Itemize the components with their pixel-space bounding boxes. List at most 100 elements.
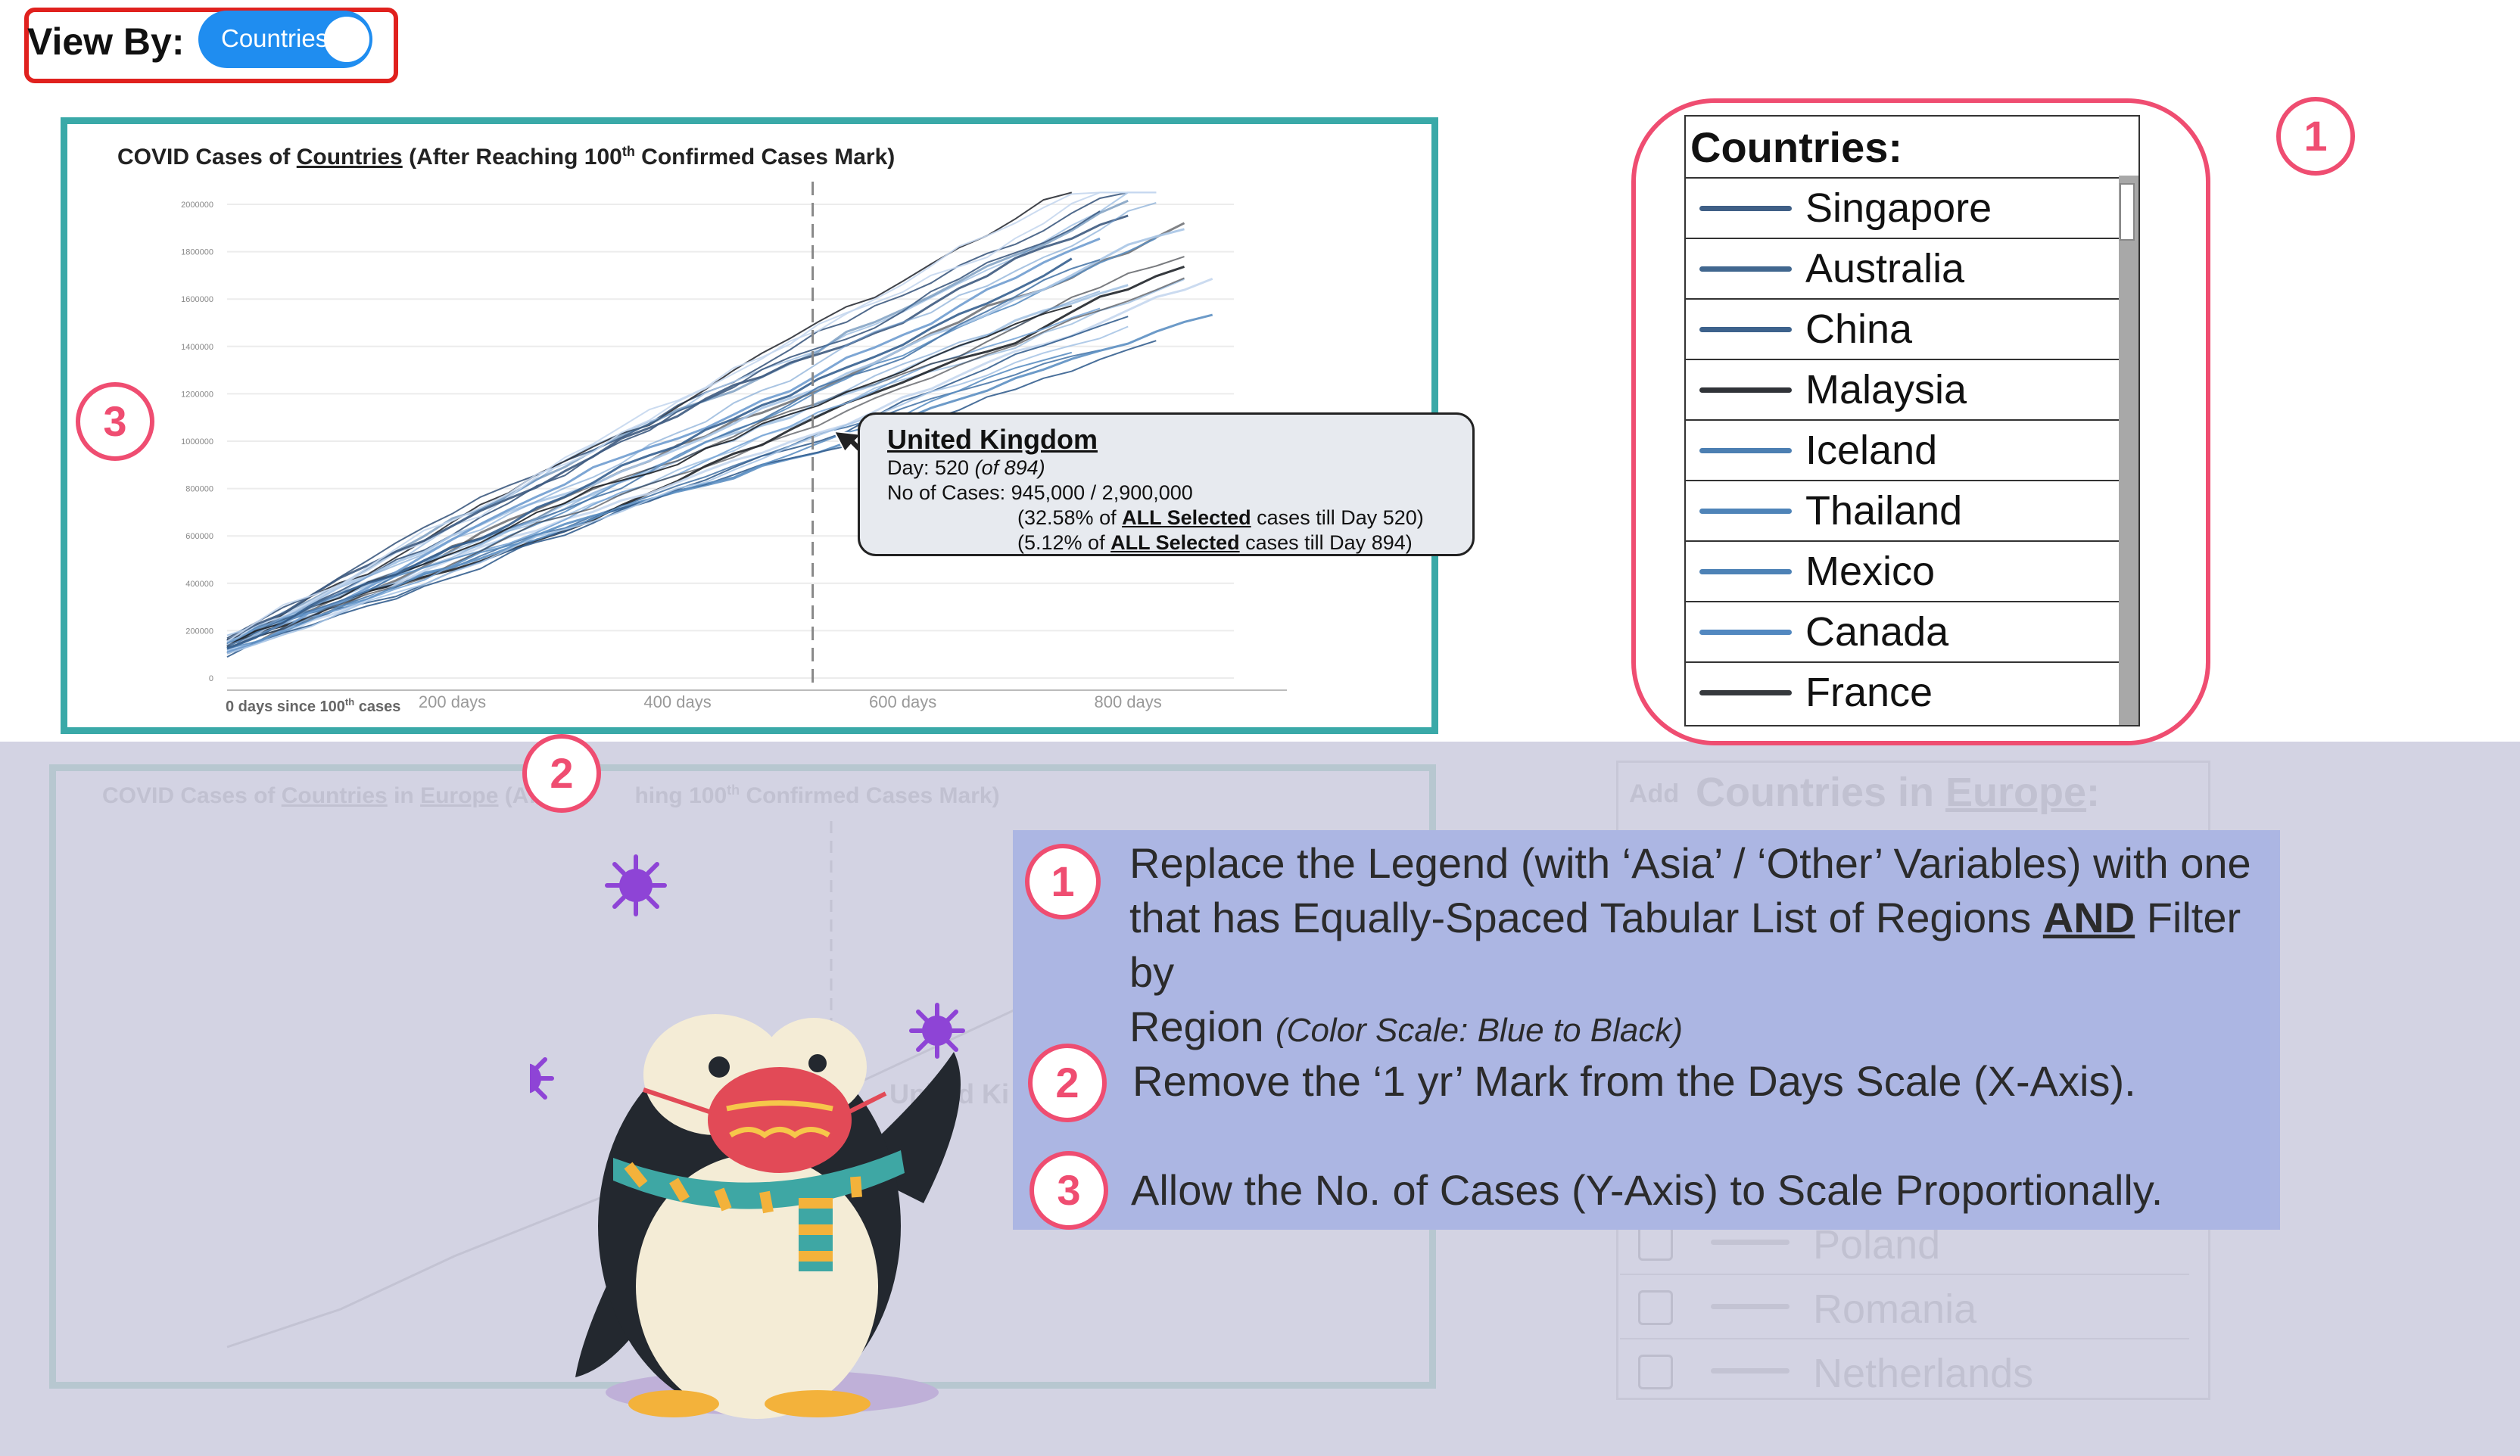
country-series-line — [226, 278, 1213, 652]
legend-swatch — [1699, 327, 1792, 332]
x-tick-label: 600 days — [869, 692, 936, 711]
note-2-badge: 2 — [1028, 1044, 1107, 1122]
legend-swatch — [1699, 690, 1792, 695]
legend-item[interactable]: Australia — [1686, 238, 2120, 298]
marker-3: 3 — [76, 382, 154, 461]
virus-icon — [605, 854, 667, 916]
tooltip-pct-total: (5.12% of ALL Selected cases till Day 89… — [1017, 531, 1413, 554]
y-tick-label: 200000 — [185, 627, 213, 636]
x-tick-label: 400 days — [643, 692, 711, 711]
country-series-line — [226, 191, 1129, 639]
note-3-text: Allow the No. of Cases (Y-Axis) to Scale… — [1131, 1166, 2163, 1214]
legend-swatch — [1699, 266, 1792, 272]
legend-label: Mexico — [1805, 549, 1936, 594]
country-series-line — [226, 325, 1129, 655]
y-tick-label: 1400000 — [181, 343, 213, 352]
legend-item[interactable]: Thailand — [1686, 480, 2120, 540]
requirements-notes: 1 Replace the Legend (with ‘Asia’ / ‘Oth… — [1013, 830, 2280, 1230]
faded-add-label: Add — [1629, 779, 1680, 808]
legend-swatch — [1699, 448, 1792, 453]
note-3-badge: 3 — [1029, 1151, 1108, 1230]
note-1-badge: 1 — [1025, 844, 1101, 919]
tooltip-day: Day: 520 (of 894) — [887, 456, 1045, 479]
note-1-text: Replace the Legend (with ‘Asia’ / ‘Other… — [1129, 839, 2251, 1050]
faded-checkbox[interactable] — [1638, 1355, 1673, 1389]
country-series-line — [226, 257, 1073, 650]
toggle-knob[interactable] — [324, 17, 369, 62]
chart-tooltip: United Kingdom Day: 520 (of 894) No of C… — [858, 412, 1475, 556]
legend-scroll-thumb[interactable] — [2120, 183, 2135, 241]
legend-label: Thailand — [1805, 488, 1963, 534]
y-tick-label: 1600000 — [181, 295, 213, 304]
legend-label: France — [1805, 670, 1933, 715]
legend-label: Canada — [1805, 609, 1949, 655]
country-series-line — [226, 228, 1185, 652]
countries-legend: Countries: Singapore Australia China Mal… — [1684, 115, 2140, 726]
faded-legend-label: Romania — [1813, 1286, 1977, 1332]
x-tick-label: 200 days — [419, 692, 486, 711]
view-by-control — [24, 8, 398, 83]
chart-title: COVID Cases of Countries (After Reaching… — [117, 144, 896, 170]
faded-legend-swatch — [1711, 1240, 1790, 1245]
x-tick-label: 800 days — [1095, 692, 1162, 711]
faded-legend-label: Poland — [1813, 1222, 1941, 1268]
legend-label: Iceland — [1805, 428, 1938, 473]
legend-swatch — [1699, 387, 1792, 393]
country-series-line — [226, 191, 1157, 646]
tooltip-cases: No of Cases: 945,000 / 2,900,000 — [887, 481, 1193, 504]
y-tick-label: 2000000 — [181, 201, 213, 210]
tooltip-pct-day: (32.58% of ALL Selected cases till Day 5… — [1017, 506, 1424, 529]
y-tick-label: 1000000 — [181, 437, 213, 446]
faded-legend-header: Countries in Europe: — [1696, 770, 2101, 815]
country-series-line — [226, 202, 1157, 646]
y-tick-label: 600000 — [185, 532, 213, 541]
legend-label: Australia — [1805, 246, 1965, 291]
legend-item[interactable]: Singapore — [1686, 177, 2120, 238]
legend-highlight-ring — [1631, 98, 2210, 745]
faded-legend-row[interactable]: Netherlands — [1620, 1338, 2189, 1402]
legend-item[interactable]: France — [1686, 661, 2120, 722]
legend-swatch — [1699, 206, 1792, 211]
toggle-label: Countries — [221, 24, 329, 52]
view-by-label: View By: — [27, 20, 185, 63]
faded-legend-label: Netherlands — [1813, 1351, 2034, 1396]
faded-checkbox[interactable] — [1638, 1290, 1673, 1325]
faded-legend-swatch — [1711, 1368, 1790, 1374]
country-series-line — [226, 199, 1129, 649]
x-axis-origin-label: 0 days since 100th cases — [226, 696, 400, 715]
legend-label: Malaysia — [1805, 367, 1967, 412]
legend-swatch — [1699, 509, 1792, 514]
country-series-line — [226, 316, 1129, 658]
legend-swatch — [1699, 569, 1792, 574]
marker-2: 2 — [522, 734, 601, 813]
legend-item[interactable]: Mexico — [1686, 540, 2120, 601]
marker-1: 1 — [2276, 97, 2355, 176]
legend-label: China — [1805, 306, 1913, 352]
tooltip-country: United Kingdom — [887, 424, 1098, 455]
faded-legend-row[interactable]: Romania — [1620, 1274, 2189, 1338]
y-tick-label: 800000 — [185, 485, 213, 494]
y-tick-label: 400000 — [185, 580, 213, 589]
faded-chart-title: COVID Cases of Countries in Europe (Aft h… — [102, 782, 1000, 808]
country-series-line — [226, 265, 1185, 648]
y-tick-label: 1200000 — [181, 390, 213, 399]
legend-label: Singapore — [1805, 185, 1992, 231]
y-tick-label: 1800000 — [181, 248, 213, 257]
view-by-toggle[interactable]: Countries — [198, 11, 372, 68]
legend-item[interactable]: China — [1686, 298, 2120, 359]
faded-legend-swatch — [1711, 1304, 1790, 1309]
virus-icon — [909, 1003, 965, 1059]
y-tick-label: 0 — [209, 674, 213, 683]
virus-icon — [530, 1057, 554, 1100]
country-series-line — [226, 191, 1157, 642]
country-series-line — [226, 277, 1185, 649]
legend-swatch — [1699, 630, 1792, 635]
legend-item[interactable]: Malaysia — [1686, 359, 2120, 419]
penguin-mascot-illustration — [530, 854, 965, 1419]
legend-item[interactable]: Canada — [1686, 601, 2120, 661]
note-2-text: Remove the ‘1 yr’ Mark from the Days Sca… — [1132, 1057, 2136, 1105]
legend-header: Countries: — [1690, 123, 1902, 171]
legend-item[interactable]: Iceland — [1686, 419, 2120, 480]
legend-scrollbar[interactable] — [2119, 176, 2138, 725]
